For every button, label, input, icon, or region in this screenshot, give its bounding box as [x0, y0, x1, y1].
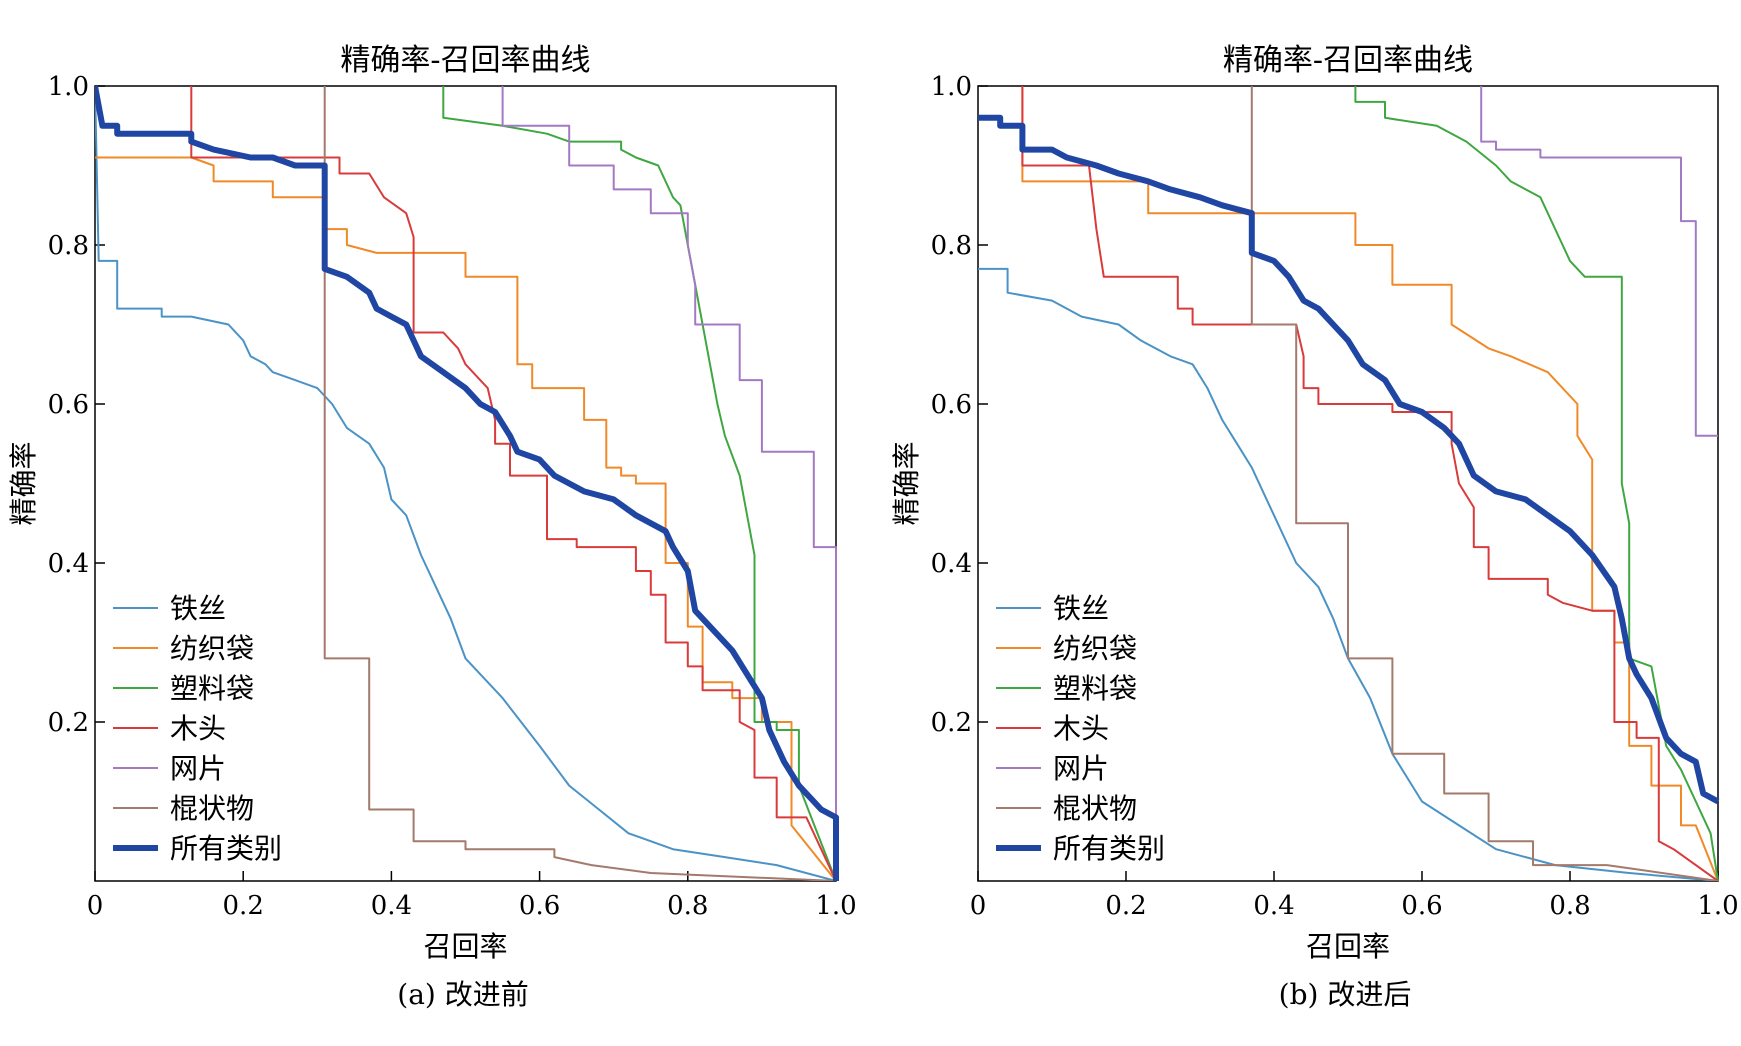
legend-label: 木头	[170, 712, 226, 745]
y-tick-label: 0.4	[931, 549, 972, 579]
x-tick-label: 0	[970, 891, 987, 921]
x-tick-label: 0	[87, 891, 104, 921]
x-axis-label: 召回率	[423, 930, 507, 963]
series-line-所有类别	[95, 85, 839, 881]
series-line-木头	[190, 86, 837, 881]
series-group	[95, 85, 839, 881]
x-tick-label: 0.2	[1105, 891, 1146, 921]
y-tick-label: 0.8	[48, 231, 89, 261]
series-line-铁丝	[95, 85, 837, 881]
legend-label: 棍状物	[170, 792, 254, 825]
series-line-铁丝	[978, 267, 1719, 881]
y-axis-label: 精确率	[7, 441, 40, 525]
series-line-棍状物	[1250, 86, 1719, 881]
series-line-纺织袋	[1021, 86, 1719, 881]
legend-label: 棍状物	[1053, 792, 1137, 825]
x-tick-label: 0.8	[1549, 891, 1590, 921]
series-line-塑料袋	[1354, 86, 1719, 881]
series-line-木头	[1021, 86, 1719, 881]
series-group	[978, 86, 1720, 881]
x-tick-label: 0.6	[519, 891, 560, 921]
series-line-塑料袋	[442, 86, 837, 881]
legend-label: 网片	[170, 752, 226, 785]
x-axis-label: 召回率	[1306, 930, 1390, 963]
chart-title: 精确率-召回率曲线	[1223, 43, 1473, 78]
y-tick-label: 1.0	[931, 72, 972, 102]
series-line-网片	[1480, 86, 1718, 437]
x-tick-label: 0.8	[667, 891, 708, 921]
y-tick-label: 1.0	[48, 72, 89, 102]
y-tick-label: 0.2	[48, 708, 89, 738]
x-tick-label: 0.2	[223, 891, 264, 921]
legend-label: 木头	[1053, 712, 1109, 745]
series-line-棍状物	[323, 86, 837, 881]
y-tick-label: 0.4	[48, 549, 89, 579]
series-line-网片	[501, 86, 837, 881]
series-line-所有类别	[978, 114, 1720, 805]
caption-b: (b) 改进后	[1279, 978, 1412, 1011]
legend-label: 网片	[1053, 752, 1109, 785]
legend-label: 所有类别	[170, 832, 282, 865]
x-tick-label: 0.4	[1253, 891, 1294, 921]
x-tick-label: 1.0	[815, 891, 856, 921]
y-tick-label: 0.6	[48, 390, 89, 420]
legend-label: 塑料袋	[170, 672, 254, 705]
legend-label: 纺织袋	[170, 632, 254, 665]
legend-label: 铁丝	[170, 592, 226, 625]
x-tick-label: 1.0	[1697, 891, 1738, 921]
panel-b: 精确率-召回率曲线 0 0.2 0.4 0.6 0.8 1.0 0.2 0.4 0.6 0.8 1.0…	[890, 43, 1739, 963]
caption-a: (a) 改进前	[397, 978, 528, 1011]
legend-label: 纺织袋	[1053, 632, 1137, 665]
plot-frame	[977, 85, 1719, 882]
y-tick-label: 0.6	[931, 390, 972, 420]
x-tick-label: 0.4	[371, 891, 412, 921]
panel-a: 精确率-召回率曲线 0 0.2 0.4 0.6 0.8 1.0 0.2 0.4 0.6 0.8 1.0…	[7, 43, 857, 963]
y-axis-label: 精确率	[890, 441, 923, 525]
chart-title: 精确率-召回率曲线	[340, 43, 590, 78]
legend-label: 铁丝	[1053, 592, 1109, 625]
legend-label: 所有类别	[1053, 832, 1165, 865]
plot-frame	[94, 85, 837, 882]
legend-label: 塑料袋	[1053, 672, 1137, 705]
y-tick-label: 0.2	[931, 708, 972, 738]
x-tick-label: 0.6	[1401, 891, 1442, 921]
y-tick-label: 0.8	[931, 231, 972, 261]
